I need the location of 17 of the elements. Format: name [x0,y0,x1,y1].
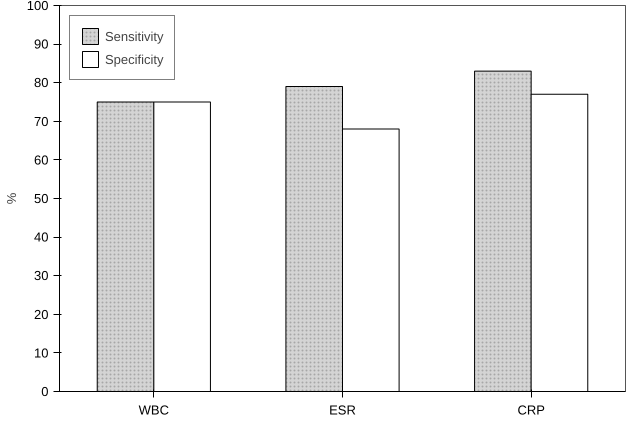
y-tick-label: 70 [34,114,49,129]
y-tick-label: 50 [34,191,49,206]
x-tick-label: ESR [329,402,356,418]
y-tick-label: 10 [34,345,49,360]
y-tick-label: 40 [34,230,49,245]
y-tick-label: 30 [34,268,49,284]
y-tick-label: 60 [34,152,49,168]
y-axis-title: % [4,192,19,204]
x-tick-label: CRP [517,402,545,418]
y-tick-label: 80 [34,75,49,90]
legend-label: Sensitivity [105,28,164,44]
y-tick-label: 20 [34,306,49,322]
y-tick-label: 0 [41,384,49,399]
y-tick-label: 90 [34,36,49,52]
legend-label: Specificity [105,52,164,66]
x-tick-label: WBC [138,402,170,418]
y-tick-label: 100 [26,0,49,13]
